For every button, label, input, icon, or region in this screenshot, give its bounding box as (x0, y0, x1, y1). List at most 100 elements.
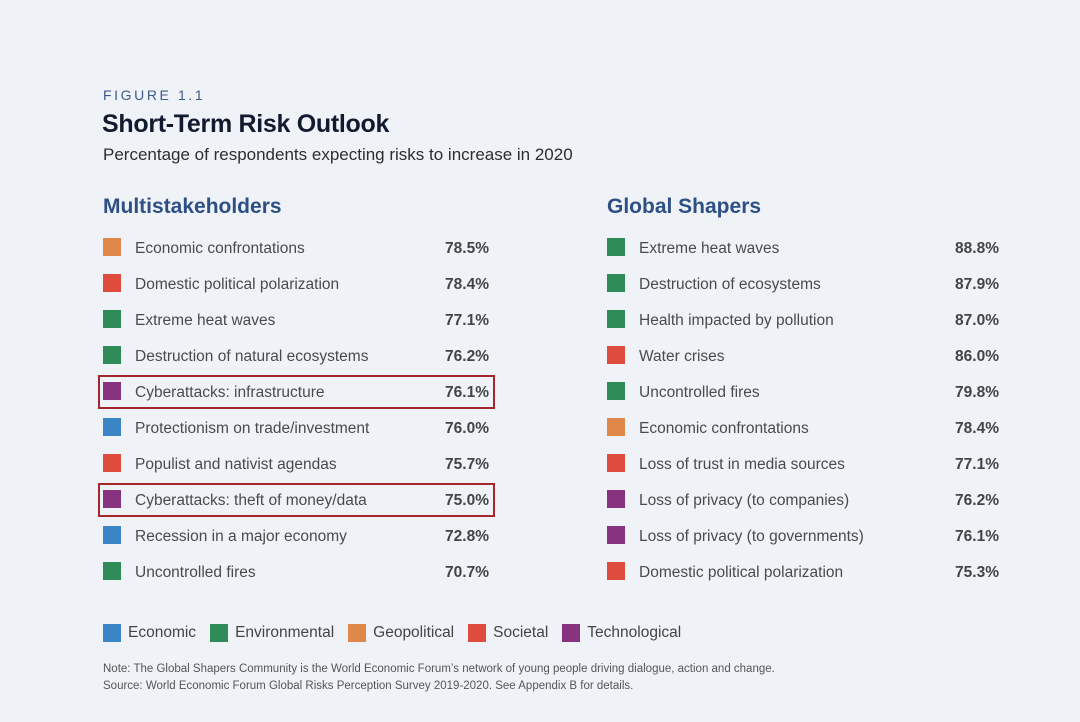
legend-item: Geopolitical (348, 624, 454, 642)
risk-label: Destruction of natural ecosystems (135, 348, 369, 365)
category-swatch (607, 274, 625, 292)
category-swatch (607, 454, 625, 472)
risk-label: Recession in a major economy (135, 528, 347, 545)
legend-swatch (348, 624, 367, 642)
legend-label: Geopolitical (373, 624, 455, 641)
footnote: Note: The Global Shapers Community is th… (103, 661, 775, 695)
risk-value: 76.2% (445, 348, 489, 365)
risk-row: Extreme heat waves 88.8% (607, 230, 999, 266)
panel-heading: Multistakeholders (103, 195, 282, 218)
risk-value: 79.8% (955, 384, 999, 401)
legend-item: Environmental (210, 624, 334, 642)
note-text: Note: The Global Shapers Community is th… (103, 663, 775, 675)
risk-row: Populist and nativist agendas 75.7% (103, 446, 495, 482)
risk-row: Destruction of ecosystems 87.9% (607, 266, 999, 302)
risk-row: Uncontrolled fires 79.8% (607, 374, 999, 410)
risk-row: Water crises 86.0% (607, 338, 999, 374)
category-swatch (607, 310, 625, 328)
risk-value: 75.3% (955, 564, 999, 581)
category-swatch (103, 310, 121, 328)
chart-subtitle: Percentage of respondents expecting risk… (103, 145, 573, 164)
category-swatch (103, 238, 121, 256)
risk-value: 78.5% (445, 240, 489, 257)
risk-value: 76.1% (445, 384, 489, 401)
category-swatch (103, 562, 121, 580)
risk-row: Economic confrontations 78.5% (103, 230, 495, 266)
risk-row: Loss of trust in media sources 77.1% (607, 446, 999, 482)
legend-swatch (562, 624, 581, 642)
risk-row: Loss of privacy (to governments) 76.1% (607, 518, 999, 554)
risk-label: Health impacted by pollution (639, 312, 834, 329)
category-swatch (103, 454, 121, 472)
risk-label: Cyberattacks: theft of money/data (135, 492, 367, 509)
risk-value: 88.8% (955, 240, 999, 257)
risk-label: Loss of privacy (to companies) (639, 492, 850, 509)
figure-label: FIGURE 1.1 (103, 87, 206, 103)
category-swatch (103, 274, 121, 292)
category-swatch (607, 418, 625, 436)
risk-row: Loss of privacy (to companies) 76.2% (607, 482, 999, 518)
highlighted-risk-row: Cyberattacks: infrastructure 76.1% (98, 374, 495, 410)
panel-global-shapers: Global Shapers Extreme heat waves 88.8% De… (607, 194, 999, 590)
risk-value: 70.7% (445, 564, 489, 581)
legend-label: Economic (128, 624, 197, 641)
risk-value: 72.8% (445, 528, 489, 545)
risk-row: Health impacted by pollution 87.0% (607, 302, 999, 338)
risk-value: 78.4% (445, 276, 489, 293)
legend: Economic Environmental Geopolitical Societa… (103, 624, 695, 642)
risk-label: Populist and nativist agendas (135, 456, 337, 473)
risk-row: Recession in a major economy 72.8% (103, 518, 495, 554)
legend-swatch (468, 624, 487, 642)
risk-value: 86.0% (955, 348, 999, 365)
legend-item: Technological (562, 624, 681, 642)
risk-value: 76.0% (445, 420, 489, 437)
risk-label: Loss of trust in media sources (639, 456, 845, 473)
legend-item: Societal (468, 624, 548, 642)
risk-value: 87.0% (955, 312, 999, 329)
risk-value: 76.1% (955, 528, 999, 545)
risk-list: Economic confrontations 78.5% Domestic pol… (98, 230, 495, 590)
category-swatch (607, 238, 625, 256)
category-swatch (607, 382, 625, 400)
category-swatch (103, 526, 121, 544)
risk-value: 75.0% (445, 492, 489, 509)
legend-label: Environmental (235, 624, 335, 641)
legend-item: Economic (103, 624, 196, 642)
category-swatch (607, 346, 625, 364)
category-swatch (607, 526, 625, 544)
panel-heading: Global Shapers (607, 195, 762, 218)
risk-row: Protectionism on trade/investment 76.0% (103, 410, 495, 446)
risk-value: 78.4% (955, 420, 999, 437)
risk-label: Domestic political polarization (639, 564, 844, 581)
legend-label: Societal (493, 624, 549, 641)
risk-value: 77.1% (955, 456, 999, 473)
risk-row: Economic confrontations 78.4% (607, 410, 999, 446)
risk-value: 87.9% (955, 276, 999, 293)
risk-label: Water crises (639, 348, 725, 365)
category-swatch (103, 418, 121, 436)
source-text: Source: World Economic Forum Global Risk… (103, 680, 634, 692)
category-swatch (103, 346, 121, 364)
category-swatch (103, 382, 121, 400)
legend-label: Technological (587, 624, 682, 641)
risk-label: Protectionism on trade/investment (135, 420, 370, 437)
chart-title: Short-Term Risk Outlook (102, 110, 390, 138)
risk-label: Uncontrolled fires (639, 384, 760, 401)
risk-row: Domestic political polarization 75.3% (607, 554, 999, 590)
highlighted-risk-row: Cyberattacks: theft of money/data 75.0% (98, 482, 495, 518)
risk-row: Uncontrolled fires 70.7% (103, 554, 495, 590)
risk-label: Destruction of ecosystems (639, 276, 821, 293)
risk-label: Domestic political polarization (135, 276, 340, 293)
risk-label: Economic confrontations (135, 240, 305, 257)
category-swatch (607, 490, 625, 508)
risk-value: 77.1% (445, 312, 489, 329)
legend-swatch (103, 624, 121, 642)
risk-list: Extreme heat waves 88.8% Destruction of ec… (607, 230, 999, 590)
risk-row: Destruction of natural ecosystems 76.2% (103, 338, 495, 374)
risk-row: Domestic political polarization 78.4% (103, 266, 495, 302)
category-swatch (607, 562, 625, 580)
category-swatch (103, 490, 121, 508)
risk-label: Loss of privacy (to governments) (639, 528, 864, 545)
risk-label: Cyberattacks: infrastructure (135, 384, 325, 401)
panel-multistakeholders: Multistakeholders Economic confrontation… (98, 194, 495, 590)
